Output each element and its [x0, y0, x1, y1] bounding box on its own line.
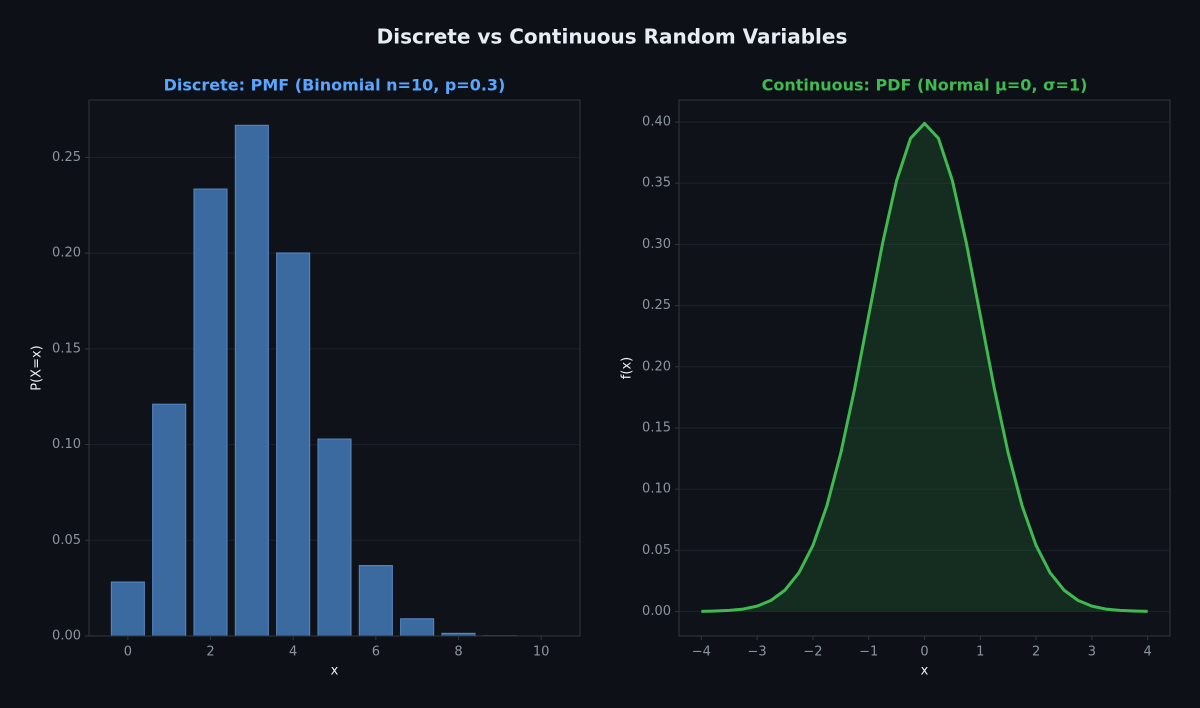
bar	[276, 252, 311, 637]
bar	[152, 403, 187, 637]
y-tick-label: 0.10	[642, 482, 671, 497]
bar	[400, 618, 435, 637]
x-tick-label: 6	[372, 645, 380, 660]
y-tick-label: 0.15	[52, 341, 81, 356]
x-tick-label: 4	[289, 645, 297, 660]
bar	[317, 438, 352, 637]
y-axis-label: P(X=x)	[30, 345, 45, 390]
y-tick-label: 0.00	[642, 604, 671, 619]
x-tick-label: −2	[803, 645, 822, 660]
x-tick-label: 0	[124, 645, 132, 660]
y-axis-label: f(x)	[620, 357, 635, 379]
pdf-line	[701, 121, 1148, 613]
x-axis-label: x	[331, 664, 339, 679]
y-tick-label: 0.25	[642, 298, 671, 313]
figure-title: Discrete vs Continuous Random Variables	[377, 25, 848, 49]
x-tick-label: −4	[692, 645, 711, 660]
x-tick-label: −3	[748, 645, 767, 660]
chart-title: Discrete: PMF (Binomial n=10, p=0.3)	[164, 76, 506, 95]
x-tick-label: 4	[1144, 645, 1152, 660]
plot-frame	[88, 99, 581, 637]
x-tick-label: −1	[859, 645, 878, 660]
x-tick-label: 0	[920, 645, 928, 660]
bar	[234, 124, 269, 637]
x-tick-label: 1	[976, 645, 984, 660]
x-tick-label: 10	[533, 645, 550, 660]
bar	[358, 565, 393, 637]
x-axis-label: x	[921, 664, 929, 679]
plot-area	[679, 100, 1170, 636]
y-tick-label: 0.05	[52, 533, 81, 548]
x-tick-label: 3	[1088, 645, 1096, 660]
y-tick-label: 0.05	[642, 543, 671, 558]
bar	[193, 188, 228, 637]
area-fill	[701, 123, 1148, 612]
y-tick-label: 0.20	[642, 359, 671, 374]
chart-title: Continuous: PDF (Normal μ=0, σ=1)	[762, 76, 1088, 95]
y-tick-label: 0.10	[52, 437, 81, 452]
y-tick-label: 0.35	[642, 176, 671, 191]
y-tick-label: 0.25	[52, 150, 81, 165]
y-tick-label: 0.00	[52, 629, 81, 644]
y-tick-label: 0.30	[642, 237, 671, 252]
y-tick-label: 0.15	[642, 420, 671, 435]
y-tick-label: 0.40	[642, 115, 671, 130]
x-tick-label: 8	[454, 645, 462, 660]
y-tick-label: 0.20	[52, 246, 81, 261]
x-tick-label: 2	[206, 645, 214, 660]
x-tick-label: 2	[1032, 645, 1040, 660]
bar	[110, 581, 145, 637]
plot-frame	[678, 99, 1171, 637]
